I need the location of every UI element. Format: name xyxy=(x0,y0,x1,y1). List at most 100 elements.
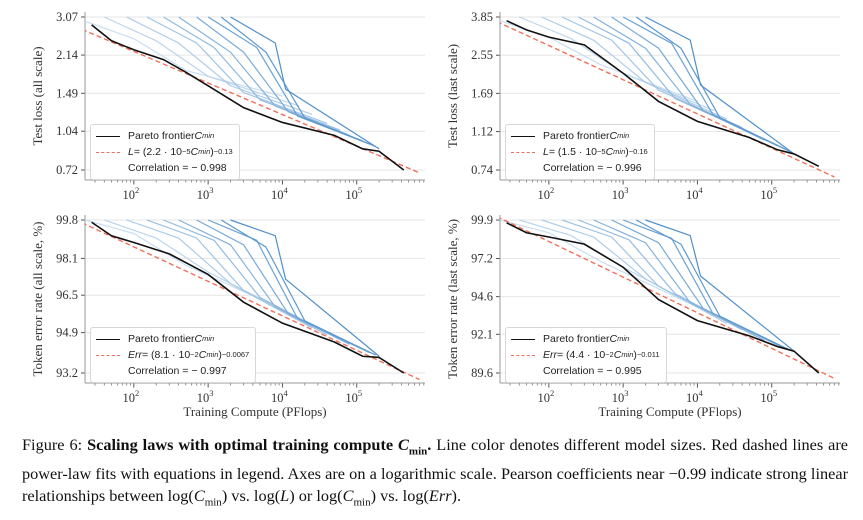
y-tick-label: 1.49 xyxy=(56,86,78,100)
x-tick-base: 10 xyxy=(122,188,135,202)
model-size-curve xyxy=(593,16,765,141)
x-tick-base: 10 xyxy=(537,188,550,202)
x-tick-exp: 3 xyxy=(624,185,628,195)
x-tick-label: 103 xyxy=(197,388,214,405)
legend-symbol: C xyxy=(194,333,203,345)
x-tick-exp: 4 xyxy=(284,388,289,398)
caption-title-sub: min xyxy=(408,445,428,458)
x-tick-exp: 3 xyxy=(209,185,213,195)
legend-correlation: Correlation = − 0.996 xyxy=(543,162,642,174)
model-size-curve xyxy=(220,219,376,356)
power-law-fit-line xyxy=(500,217,835,380)
y-tick-label: 92.1 xyxy=(471,327,493,341)
pareto-frontier-line xyxy=(506,222,820,374)
y-tick-label: 94.9 xyxy=(56,326,78,340)
y-tick-label: 98.1 xyxy=(56,251,78,265)
model-size-curve xyxy=(645,219,795,352)
x-tick-exp: 4 xyxy=(284,185,289,195)
legend-symbol: C xyxy=(609,130,618,142)
caption-text-2: ) vs. log( xyxy=(221,486,281,506)
x-tick-exp: 5 xyxy=(773,185,777,195)
model-size-curve xyxy=(519,16,715,112)
x-tick-label: 104 xyxy=(271,388,289,405)
y-tick-label: 89.6 xyxy=(471,366,493,380)
legend-sub: min xyxy=(617,334,630,343)
legend-swatch-solid xyxy=(511,135,535,137)
legend-fit-exp2: −0.13 xyxy=(213,147,233,156)
model-size-curve xyxy=(146,219,328,336)
model-size-curve xyxy=(561,219,743,331)
caption-title: Scaling laws with optimal training compu… xyxy=(87,435,431,458)
legend-correlation: Correlation = − 0.995 xyxy=(543,365,642,377)
x-tick-label: 102 xyxy=(537,185,554,202)
y-tick-label: 3.85 xyxy=(471,10,493,24)
model-size-curve xyxy=(146,16,328,124)
x-tick-label: 103 xyxy=(612,388,629,405)
model-size-curve xyxy=(207,219,371,354)
pareto-frontier-line xyxy=(91,24,405,171)
legend-fit-var: Err xyxy=(543,349,557,361)
y-tick-label: 94.6 xyxy=(471,290,493,304)
x-tick-base: 10 xyxy=(345,391,358,405)
plot-area xyxy=(85,16,420,174)
legend-swatch-dashed xyxy=(511,151,535,153)
x-tick-label: 105 xyxy=(760,388,777,405)
legend-fit-mid: C xyxy=(605,146,614,158)
model-size-curve xyxy=(645,16,795,155)
legend-fit-exp1: −5 xyxy=(182,147,191,156)
legend-fit-var: L xyxy=(543,146,549,158)
x-tick-base: 10 xyxy=(271,391,284,405)
y-tick-label: 99.9 xyxy=(471,213,493,227)
x-tick-base: 10 xyxy=(122,391,135,405)
legend-swatch-dashed xyxy=(511,354,535,356)
model-size-curve xyxy=(104,219,300,320)
model-size-curve xyxy=(500,219,698,308)
model-size-curve xyxy=(85,219,283,310)
model-size-curve xyxy=(561,16,743,129)
legend-fit-mid: C xyxy=(190,146,199,158)
plot-area xyxy=(85,219,420,381)
y-axis-label: Test loss (last scale) xyxy=(445,43,460,149)
legend-item-correlation: Correlation = − 0.998 xyxy=(96,160,233,176)
model-size-curve xyxy=(85,20,283,97)
x-tick-exp: 3 xyxy=(209,388,213,398)
legend-text: Pareto frontier xyxy=(543,130,610,142)
y-tick-label: 1.69 xyxy=(471,86,493,100)
x-tick-base: 10 xyxy=(197,391,210,405)
x-axis-label-left: Training Compute (PFlops) xyxy=(183,404,327,419)
x-tick-label: 103 xyxy=(197,185,214,202)
pareto-frontier-line xyxy=(506,19,820,168)
legend-fit-exp2: −0.0067 xyxy=(221,350,250,359)
model-size-curve xyxy=(593,219,765,341)
plot-area xyxy=(500,16,835,178)
caption-text-4: ) vs. log( xyxy=(370,486,429,506)
caption-text-3: ) or log( xyxy=(289,486,343,506)
legend-fit-exp1: −5 xyxy=(597,147,606,156)
power-law-fit-line xyxy=(500,22,835,178)
y-tick-label: 96.5 xyxy=(56,288,78,302)
model-size-curve xyxy=(230,219,380,357)
legend-swatch-solid xyxy=(96,135,120,137)
legend-text: Pareto frontier xyxy=(543,333,610,345)
legend-fit-exp2: −0.011 xyxy=(636,350,660,359)
legend-fit-pre: = (1.5 · 10 xyxy=(548,146,597,158)
y-tick-label: 99.8 xyxy=(56,213,78,227)
x-tick-base: 10 xyxy=(612,188,625,202)
x-tick-base: 10 xyxy=(686,391,699,405)
legend-fit-pre: = (2.2 · 10 xyxy=(133,146,182,158)
y-tick-label: 2.55 xyxy=(471,48,493,62)
x-tick-label: 105 xyxy=(345,388,362,405)
legend-fit-pre: = (4.4 · 10 xyxy=(557,349,606,361)
legend-fit-sub: min xyxy=(198,147,211,156)
y-tick-label: 1.12 xyxy=(471,125,493,139)
x-tick-label: 102 xyxy=(122,185,139,202)
legend-item-correlation: Correlation = − 0.996 xyxy=(511,160,648,176)
